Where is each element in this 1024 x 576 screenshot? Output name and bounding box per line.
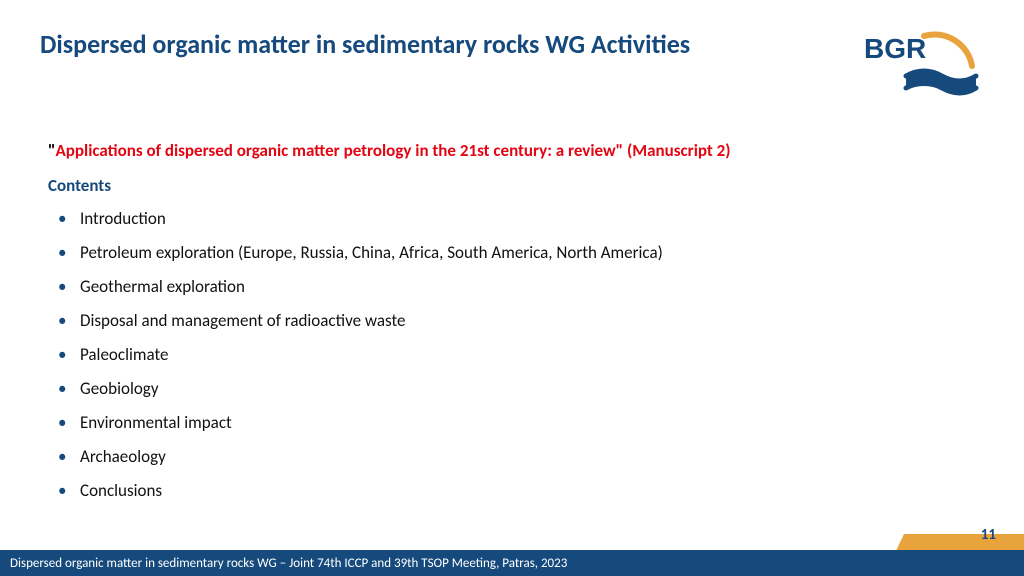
list-item: Paleoclimate [48,344,984,365]
list-item: Geothermal exploration [48,276,984,297]
list-item: Introduction [48,208,984,229]
list-item: Conclusions [48,480,984,501]
list-item: Environmental impact [48,412,984,433]
list-item: Disposal and management of radioactive w… [48,310,984,331]
list-item: Petroleum exploration (Europe, Russia, C… [48,242,984,263]
subtitle-text: Applications of dispersed organic matter… [55,140,730,161]
contents-heading: Contents [48,175,984,196]
footer-text: Dispersed organic matter in sedimentary … [0,556,567,571]
contents-list: Introduction Petroleum exploration (Euro… [48,208,984,501]
footer-bar: Dispersed organic matter in sedimentary … [0,550,1024,576]
svg-text:BGR: BGR [864,33,926,64]
page-number: 11 [981,526,996,544]
list-item: Archaeology [48,446,984,467]
subtitle-line: "Applications of dispersed organic matte… [48,140,984,161]
bgr-logo: BGR [864,28,984,98]
slide-body: "Applications of dispersed organic matte… [48,140,984,514]
list-item: Geobiology [48,378,984,399]
slide: Dispersed organic matter in sedimentary … [0,0,1024,576]
header: Dispersed organic matter in sedimentary … [40,28,984,98]
slide-title: Dispersed organic matter in sedimentary … [40,28,690,61]
